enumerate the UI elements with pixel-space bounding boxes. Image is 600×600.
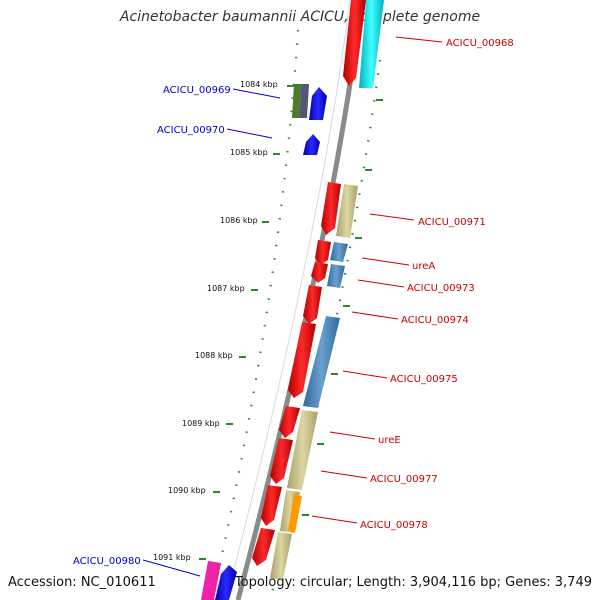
gene-ACICU_00968[interactable] — [343, 0, 366, 86]
topology-text: Topology: circular; Length: 3,904,116 bp… — [234, 575, 592, 590]
gene-ACICU_00969-green[interactable] — [292, 84, 301, 118]
gene-label-ureA[interactable]: ureA — [412, 261, 435, 272]
scale-label-1090: 1090 kbp — [168, 486, 206, 495]
gene-label-ACICU_00973[interactable]: ACICU_00973 — [407, 283, 475, 294]
forward-genes — [252, 0, 366, 566]
scale-label-1091: 1091 kbp — [153, 553, 191, 562]
gene-label-ACICU_00980[interactable]: ACICU_00980 — [73, 556, 141, 567]
gene-ACICU_00980-magenta[interactable] — [201, 561, 221, 600]
gene-ACICU_00974-steel[interactable] — [303, 316, 340, 408]
map-title: Acinetobacter baumannii ACICU, complete … — [119, 9, 481, 25]
gene-label-ACICU_00970[interactable]: ACICU_00970 — [157, 125, 225, 136]
gene-ureA[interactable] — [315, 240, 331, 265]
gene-ureA-steel[interactable] — [330, 242, 348, 262]
label-leaders — [142, 36, 443, 577]
scale-ticks — [199, 85, 383, 560]
scale-label-1084: 1084 kbp — [240, 80, 278, 89]
functional-genes — [270, 0, 384, 580]
scale-label-1089: 1089 kbp — [182, 419, 220, 428]
gene-ureE[interactable] — [279, 406, 300, 438]
gene-label-ACICU_00977[interactable]: ACICU_00977 — [370, 474, 438, 485]
genome-backbone-inner — [225, 0, 351, 600]
gene-labels: ACICU_00968 ACICU_00969 ACICU_00970 ACIC… — [73, 38, 514, 567]
scale-label-1088: 1088 kbp — [195, 351, 233, 360]
accession-text: Accession: NC_010611 — [8, 575, 156, 590]
gene-ACICU_00971[interactable] — [321, 182, 341, 235]
gene-label-ureE[interactable]: ureE — [378, 435, 401, 446]
gene-ACICU_00970[interactable] — [303, 134, 320, 155]
gene-label-ACICU_00971[interactable]: ACICU_00971 — [418, 217, 486, 228]
gene-ACICU_00975[interactable] — [288, 322, 316, 398]
gene-label-ACICU_00969[interactable]: ACICU_00969 — [163, 85, 231, 96]
gene-ureE-olive[interactable] — [287, 410, 318, 490]
reverse-genes — [201, 84, 327, 600]
gene-ACICU_00978-orange[interactable] — [288, 494, 302, 533]
gene-ureF[interactable] — [270, 438, 293, 484]
gene-ACICU_00979[interactable] — [252, 528, 275, 566]
gene-ACICU_00968-cyan[interactable] — [359, 0, 384, 88]
scale-label-1085: 1085 kbp — [230, 148, 268, 157]
gene-ACICU_00969[interactable] — [309, 87, 327, 120]
gene-label-ACICU_00974[interactable]: ACICU_00974 — [401, 315, 469, 326]
gene-ACICU_00969-slate[interactable] — [299, 84, 309, 118]
gene-ACICU_00977[interactable] — [261, 485, 282, 526]
gene-ACICU_00981-olive[interactable] — [270, 532, 292, 580]
gene-ACICU_00971-olive[interactable] — [336, 184, 358, 238]
gene-label-ACICU_00975[interactable]: ACICU_00975 — [390, 374, 458, 385]
gene-label-ACICU_00968[interactable]: ACICU_00968 — [446, 38, 514, 49]
gene-ureB[interactable] — [311, 262, 328, 283]
scale-label-1087: 1087 kbp — [207, 284, 245, 293]
scale-label-1086: 1086 kbp — [220, 216, 258, 225]
gene-ACICU_00973[interactable] — [303, 285, 322, 324]
gene-ureB-steel[interactable] — [327, 264, 345, 288]
gene-label-ACICU_00978[interactable]: ACICU_00978 — [360, 520, 428, 531]
gene-ACICU_00980[interactable] — [215, 565, 237, 600]
